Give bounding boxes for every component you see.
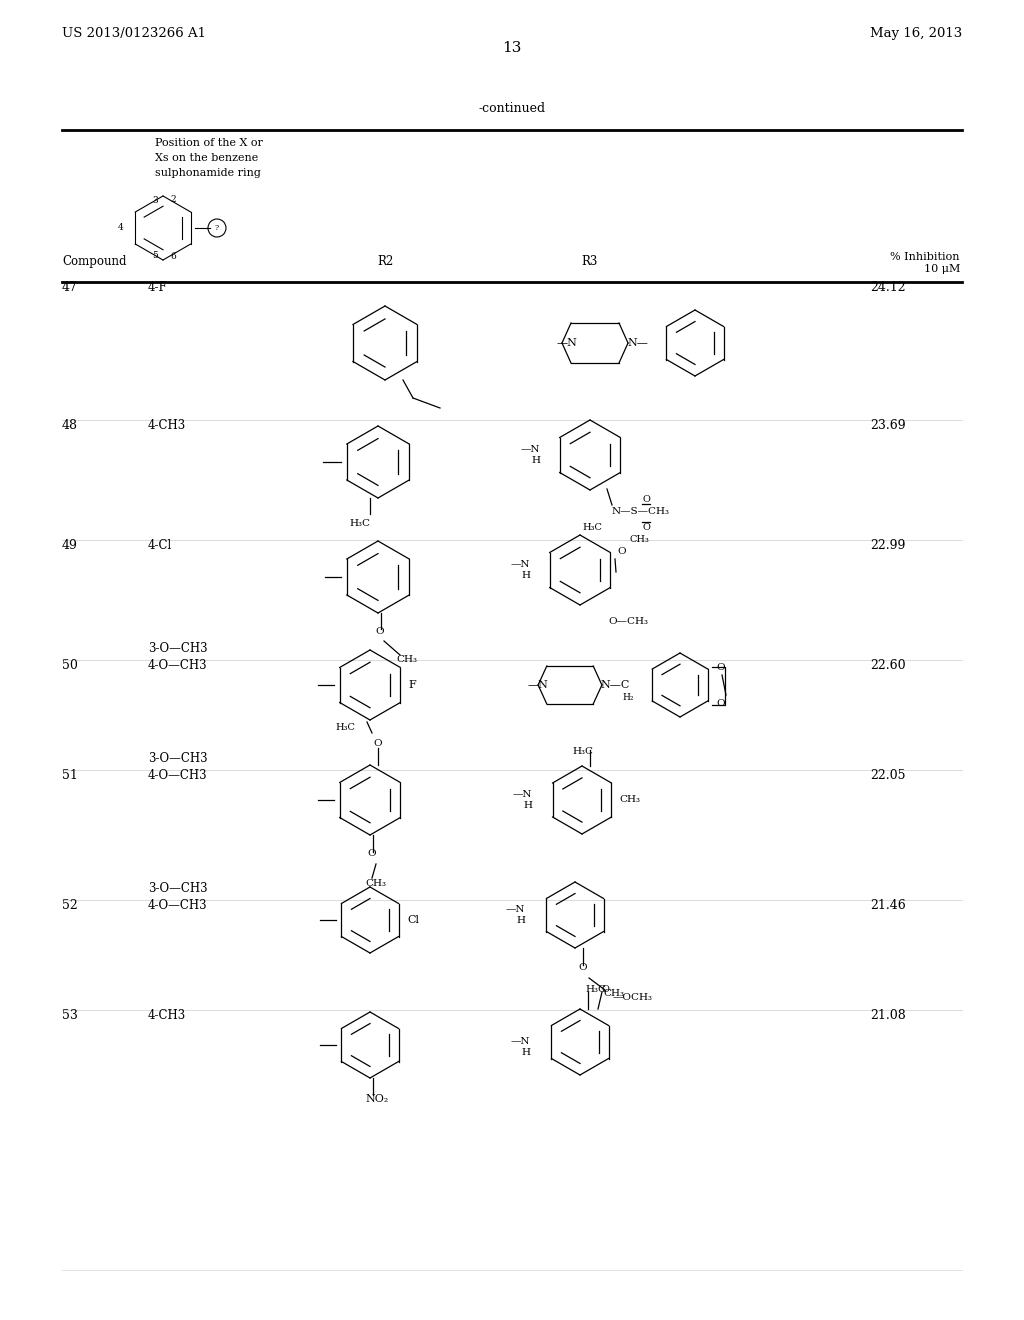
Text: 23.69: 23.69 [870,418,905,432]
Text: O: O [373,738,382,747]
Text: 22.99: 22.99 [870,539,905,552]
Text: —OCH₃: —OCH₃ [613,993,653,1002]
Text: —N
H: —N H [511,560,530,579]
Text: H₃C: H₃C [349,520,371,528]
Text: —N: —N [528,680,549,690]
Text: O: O [375,627,384,635]
Text: ?: ? [215,224,219,232]
Text: 3-O—CH3
4-O—CH3: 3-O—CH3 4-O—CH3 [148,882,208,912]
Text: 51: 51 [62,770,78,781]
Text: 4: 4 [118,223,124,232]
Text: F: F [408,680,416,690]
Text: —N
H: —N H [506,906,525,925]
Text: N—S—CH₃: N—S—CH₃ [612,507,670,516]
Text: O: O [578,962,587,972]
Text: H₃C: H₃C [585,985,606,994]
Text: 21.46: 21.46 [870,899,906,912]
Text: 53: 53 [62,1008,78,1022]
Text: 21.08: 21.08 [870,1008,906,1022]
Text: NO₂: NO₂ [365,1094,388,1104]
Text: 49: 49 [62,539,78,552]
Text: O: O [617,548,626,557]
Text: 13: 13 [503,41,521,55]
Text: 3-O—CH3
4-O—CH3: 3-O—CH3 4-O—CH3 [148,642,208,672]
Text: O: O [716,663,725,672]
Text: O: O [602,985,610,994]
Text: CH₃: CH₃ [603,990,624,998]
Text: Cl: Cl [407,915,419,925]
Text: US 2013/0123266 A1: US 2013/0123266 A1 [62,26,206,40]
Text: —N: —N [557,338,578,348]
Text: 3-O—CH3
4-O—CH3: 3-O—CH3 4-O—CH3 [148,752,208,781]
Text: 22.60: 22.60 [870,659,905,672]
Text: 6: 6 [170,252,176,261]
Text: Position of the X or: Position of the X or [155,139,263,148]
Text: sulphonamide ring: sulphonamide ring [155,168,261,178]
Text: May 16, 2013: May 16, 2013 [869,26,962,40]
Text: H₃C: H₃C [572,747,593,756]
Text: O—CH₃: O—CH₃ [608,618,648,627]
Text: 2: 2 [170,195,176,203]
Text: 5: 5 [152,251,158,260]
Text: 4-F: 4-F [148,281,168,294]
Text: 4-CH3: 4-CH3 [148,1008,186,1022]
Text: 47: 47 [62,281,78,294]
Text: O: O [716,698,725,708]
Text: 4-Cl: 4-Cl [148,539,172,552]
Text: 50: 50 [62,659,78,672]
Text: CH₃: CH₃ [396,655,417,664]
Text: % Inhibition: % Inhibition [891,252,961,261]
Text: H₃C: H₃C [582,523,602,532]
Text: N—: N— [627,338,648,348]
Text: O: O [642,495,650,503]
Text: O: O [642,523,650,532]
Text: 4-CH3: 4-CH3 [148,418,186,432]
Text: 22.05: 22.05 [870,770,905,781]
Text: CH₃: CH₃ [630,536,650,544]
Text: R3: R3 [582,255,598,268]
Text: H₂: H₂ [622,693,634,701]
Text: 10 μM: 10 μM [924,264,961,275]
Text: N—C: N—C [600,680,630,690]
Text: 48: 48 [62,418,78,432]
Text: O: O [367,850,376,858]
Text: Compound: Compound [62,255,127,268]
Text: H₃C: H₃C [335,723,355,733]
Text: R2: R2 [377,255,393,268]
Text: -continued: -continued [478,102,546,115]
Text: Xs on the benzene: Xs on the benzene [155,153,258,162]
Text: 3: 3 [153,197,158,206]
Text: —N
H: —N H [511,1038,530,1057]
Text: 24.12: 24.12 [870,281,905,294]
Text: CH₃: CH₃ [365,879,386,887]
Text: —N
H: —N H [520,445,540,465]
Text: CH₃: CH₃ [618,796,640,804]
Text: 52: 52 [62,899,78,912]
Text: —N
H: —N H [512,791,532,809]
